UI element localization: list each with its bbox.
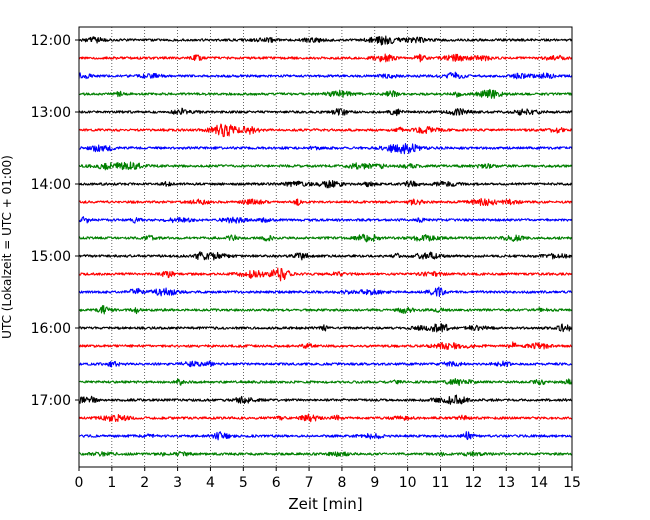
trace-1245: [78, 88, 573, 99]
x-tick-label: 1: [107, 475, 116, 491]
plot-frame: [78, 26, 573, 468]
x-tick-label: 11: [432, 475, 450, 491]
trace-1430: [78, 216, 573, 224]
trace-1315: [78, 123, 573, 138]
y-tick-label: 13:00: [31, 105, 71, 121]
trace-1545: [78, 305, 573, 315]
trace-1215: [78, 53, 573, 63]
trace-1230: [78, 71, 573, 80]
trace-1300: [78, 107, 573, 117]
x-tick-label: 8: [337, 475, 346, 491]
trace-1715: [78, 413, 573, 423]
trace-1630: [78, 360, 573, 368]
trace-1600: [78, 322, 573, 333]
x-tick-label: 12: [464, 475, 482, 491]
trace-lines: [78, 35, 573, 458]
trace-1530: [78, 286, 573, 297]
y-tick-label: 17:00: [31, 393, 71, 409]
trace-1700: [78, 394, 573, 405]
x-tick-label: 10: [399, 475, 417, 491]
x-tick-label: 5: [239, 475, 248, 491]
x-tick-label: 2: [140, 475, 149, 491]
y-tick-label: 12:00: [31, 33, 71, 49]
x-tick-label: 13: [497, 475, 515, 491]
trace-1645: [78, 377, 573, 386]
x-tick-label: 7: [305, 475, 314, 491]
x-tick-label: 0: [75, 475, 84, 491]
y-tick-label: 15:00: [31, 249, 71, 265]
x-axis: 0 1 2 3 4 5 6 7 8 9 10 11 12 13 14 15: [75, 467, 581, 491]
x-axis-label: Zeit [min]: [288, 495, 362, 513]
trace-1200: [78, 35, 573, 46]
trace-1400: [78, 179, 573, 189]
trace-1330: [78, 142, 573, 155]
trace-1415: [78, 197, 573, 207]
y-axis-label: UTC (Lokalzeit = UTC + 01:00): [0, 155, 14, 339]
trace-1745: [78, 451, 573, 458]
trace-1615: [78, 341, 573, 351]
y-tick-label: 14:00: [31, 177, 71, 193]
x-tick-label: 3: [173, 475, 182, 491]
trace-1730: [78, 431, 573, 441]
x-tick-label: 9: [370, 475, 379, 491]
trace-1515: [78, 267, 573, 282]
trace-1445: [78, 233, 573, 243]
y-axis: 12:00 13:00 14:00 15:00 16:00 17:00: [31, 33, 79, 409]
x-tick-label: 15: [563, 475, 581, 491]
y-tick-label: 16:00: [31, 321, 71, 337]
x-tick-label: 14: [530, 475, 548, 491]
x-tick-label: 4: [206, 475, 215, 491]
trace-1345: [78, 161, 573, 171]
trace-1500: [78, 251, 573, 261]
x-tick-label: 6: [272, 475, 281, 491]
